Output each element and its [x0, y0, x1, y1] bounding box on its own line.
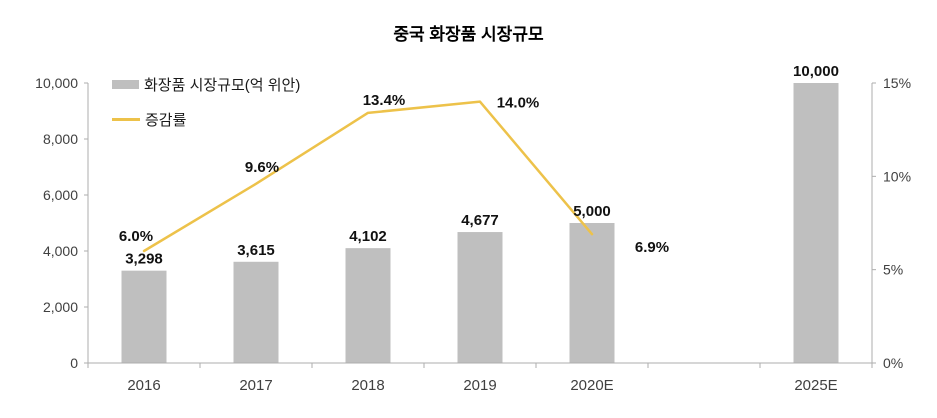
legend-label-market-size: 화장품 시장규모(억 위안): [144, 76, 301, 94]
growth-rate-line: [142, 100, 594, 253]
line-value-label: 13.4%: [363, 92, 406, 109]
bar-value-label: 3,298: [125, 251, 163, 268]
right-axis-tick-label: 5%: [883, 262, 903, 278]
bar-value-label: 4,677: [461, 212, 499, 229]
category-label-2025E: 2025E: [794, 377, 837, 394]
left-axis-tick-label: 6,000: [43, 187, 78, 203]
bar-2025E: [793, 83, 839, 363]
line-series-swatch-icon: [112, 117, 140, 121]
right-axis-tick-label: 10%: [883, 168, 911, 184]
category-label-2016: 2016: [127, 377, 160, 394]
bar-series-swatch-icon: [112, 79, 139, 89]
category-label-2019: 2019: [463, 377, 496, 394]
line-value-label: 14.0%: [497, 95, 540, 112]
bar-2018: [345, 248, 391, 363]
category-label-2020E: 2020E: [570, 377, 613, 394]
legend-item-market-size: 화장품 시장규모(억 위안): [112, 73, 300, 95]
legend-item-growth-rate: 증감률: [112, 108, 300, 130]
line-value-label: 6.9%: [635, 239, 669, 256]
bar-value-label: 10,000: [793, 63, 839, 80]
right-axis-tick-label: 0%: [883, 355, 903, 371]
bar-2017: [233, 261, 279, 363]
line-value-label: 9.6%: [245, 159, 279, 176]
bar-value-label: 5,000: [573, 203, 611, 220]
left-axis-tick-label: 2,000: [43, 299, 78, 315]
bar-2019: [457, 232, 503, 363]
bar-2016: [121, 270, 167, 363]
bar-value-label: 3,615: [237, 242, 275, 259]
category-label-2017: 2017: [239, 377, 272, 394]
chart-title: 중국 화장품 시장규모: [393, 25, 544, 44]
left-axis-tick-label: 4,000: [43, 243, 78, 259]
line-value-label: 6.0%: [119, 228, 153, 245]
legend: 화장품 시장규모(억 위안) 증감률: [112, 73, 300, 143]
left-axis-tick-label: 10,000: [35, 75, 78, 91]
category-label-2018: 2018: [351, 377, 384, 394]
legend-label-growth-rate: 증감률: [145, 111, 187, 129]
left-axis-tick-label: 0: [70, 355, 78, 371]
bar-2020E: [569, 223, 615, 363]
right-axis-tick-label: 15%: [883, 75, 911, 91]
bar-value-label: 4,102: [349, 228, 387, 245]
left-axis-tick-label: 8,000: [43, 131, 78, 147]
